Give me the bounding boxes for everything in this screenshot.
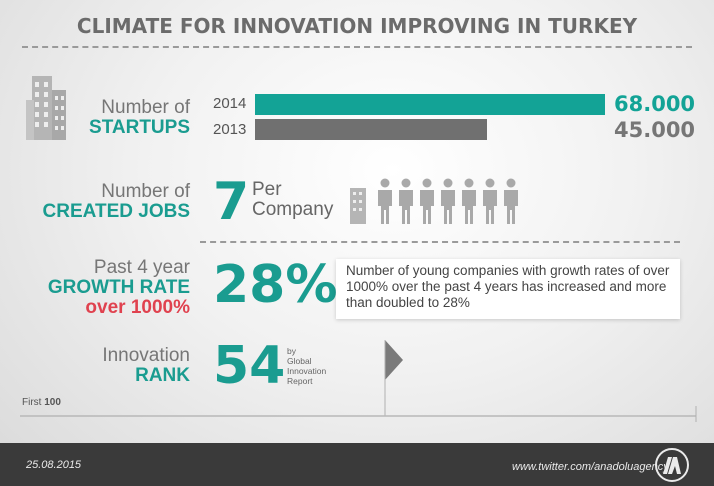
growth-label-line2: GROWTH RATE <box>47 277 190 298</box>
innovation-source: by Global Innovation Report <box>287 346 326 386</box>
startups-label-line1: Number of <box>101 97 190 118</box>
person-body <box>378 190 392 224</box>
person-body <box>504 190 518 224</box>
person-head <box>464 178 474 188</box>
source-line1: by <box>287 346 296 356</box>
person-body <box>420 190 434 224</box>
people-icon <box>350 178 518 224</box>
city-buildings-icon <box>26 76 66 140</box>
jobs-unit-line1: Per <box>252 179 282 200</box>
person-head <box>380 178 390 188</box>
jobs-value: 7 <box>213 172 250 232</box>
person-head <box>506 178 516 188</box>
first-100-label: First 100 <box>22 397 61 408</box>
section-divider <box>200 241 680 243</box>
footer: 25.08.2015 www.twitter.com/anadoluagency <box>0 443 714 486</box>
footer-url[interactable]: www.twitter.com/anadoluagency <box>512 461 669 473</box>
jobs-label-line1: Number of <box>101 181 190 202</box>
page-title: CLIMATE FOR INNOVATION IMPROVING IN TURK… <box>76 14 638 38</box>
anadolu-agency-logo <box>655 448 689 482</box>
title-divider <box>22 46 692 48</box>
innovation-label-line1: Innovation <box>102 345 190 366</box>
growth-label-line3: over 1000% <box>85 297 190 318</box>
person-head <box>485 178 495 188</box>
source-line3: Innovation <box>287 366 327 376</box>
person-head <box>443 178 453 188</box>
jobs-unit-line2: Company <box>252 199 334 220</box>
year-2013-tick-label: 2013 <box>213 121 247 138</box>
innovation-rank-value: 54 <box>213 336 286 396</box>
year-2014-tick-label: 2014 <box>213 95 247 112</box>
person-head <box>401 178 411 188</box>
startups-label-line2: STARTUPS <box>89 117 190 138</box>
growth-note: Number of young companies with growth ra… <box>336 259 680 319</box>
source-line2: Global <box>287 356 312 366</box>
growth-value: 28% <box>213 255 338 315</box>
jobs-label-line2: CREATED JOBS <box>42 201 190 222</box>
person-head <box>422 178 432 188</box>
person-body <box>399 190 413 224</box>
progress-arrow-icon <box>20 340 697 422</box>
first-value: 100 <box>44 397 61 408</box>
person-body <box>483 190 497 224</box>
first-label: First <box>22 397 42 408</box>
innovation-label-line2: RANK <box>135 365 190 386</box>
footer-date: 25.08.2015 <box>26 459 82 471</box>
bar-2014 <box>255 94 605 115</box>
jobs-unit: Per Company <box>252 180 333 220</box>
bar-2013 <box>255 119 487 140</box>
growth-label-line1: Past 4 year <box>93 257 190 278</box>
person-body <box>462 190 476 224</box>
person-body <box>441 190 455 224</box>
source-line4: Report <box>287 376 313 386</box>
value-2013-data-label: 45.000 <box>614 118 696 142</box>
value-2014-data-label: 68.000 <box>614 92 696 116</box>
